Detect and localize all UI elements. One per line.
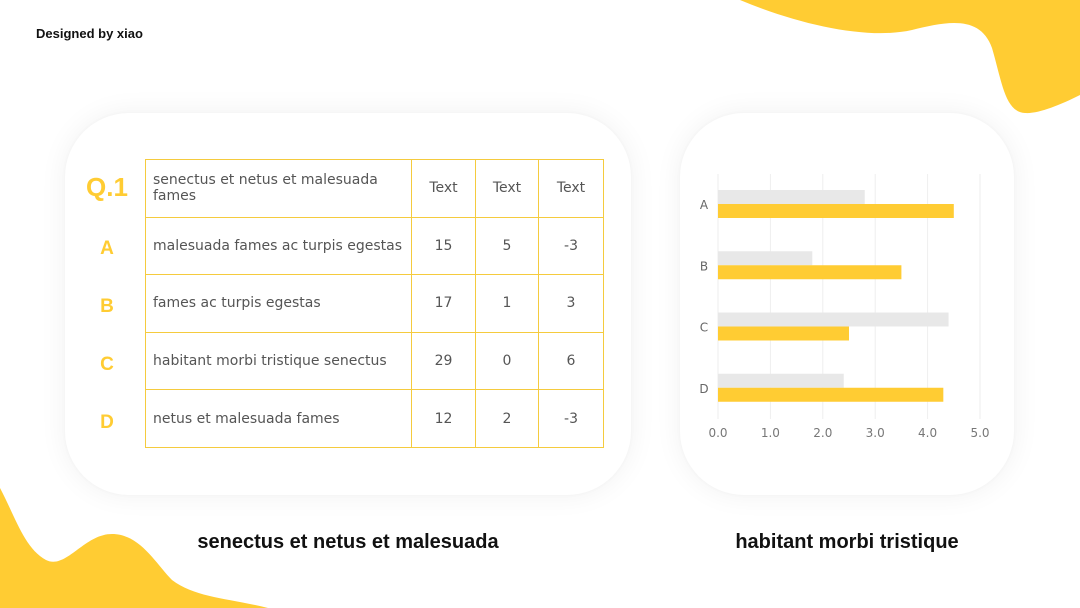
table-cell: fames ac turpis egestas — [145, 274, 412, 333]
row-label-d: D — [100, 412, 114, 433]
table-cell: -3 — [538, 389, 604, 448]
category-label: C — [700, 321, 708, 335]
table-cell: netus et malesuada fames — [145, 389, 412, 448]
table-cell: habitant morbi tristique senectus — [145, 331, 412, 391]
bar-d-series-1 — [718, 373, 844, 388]
table-row: netus et malesuada fames 12 2 -3 — [145, 389, 604, 448]
table-row: habitant morbi tristique senectus 29 0 6 — [145, 331, 604, 391]
x-tick-label: 0.0 — [708, 426, 727, 440]
header-cell: Text — [411, 159, 476, 218]
bar-c-series-2 — [718, 326, 849, 341]
row-label-a: A — [100, 238, 114, 259]
bar-a-series-2 — [718, 204, 954, 218]
header-cell: senectus et netus et malesuada fames — [145, 159, 412, 218]
table-cell: 17 — [411, 274, 476, 333]
bar-a-series-1 — [718, 190, 865, 204]
bar-c-series-1 — [718, 312, 949, 327]
table-caption: senectus et netus et malesuada — [197, 531, 499, 553]
designer-credit: Designed by xiao — [36, 26, 143, 41]
x-tick-label: 5.0 — [970, 426, 989, 440]
chart-caption: habitant morbi tristique — [735, 531, 959, 553]
x-tick-label: 2.0 — [813, 426, 832, 440]
x-tick-label: 4.0 — [918, 426, 937, 440]
bar-d-series-2 — [718, 387, 944, 402]
question-label: Q.1 — [86, 172, 128, 202]
chart-card — [680, 113, 1014, 495]
table-row: malesuada fames ac turpis egestas 15 5 -… — [145, 216, 604, 276]
table-cell: 0 — [475, 331, 539, 391]
header-cell: Text — [538, 159, 604, 218]
bar-b-series-1 — [718, 251, 813, 266]
category-label: D — [699, 382, 708, 396]
table-cell: 29 — [411, 331, 476, 391]
category-label: A — [700, 198, 709, 212]
table-cell: malesuada fames ac turpis egestas — [145, 216, 412, 276]
bar-chart: 0.0 1.0 2.0 3.0 4.0 5.0 A B C D — [699, 174, 990, 440]
bar-b-series-2 — [718, 265, 902, 280]
decorative-blob-bottom-left — [0, 488, 268, 608]
header-cell: Text — [475, 159, 539, 218]
table-cell: 5 — [475, 216, 539, 276]
table-cell: 12 — [411, 389, 476, 448]
category-label: B — [700, 259, 708, 273]
row-label-c: C — [100, 354, 114, 375]
table-cell: 1 — [475, 274, 539, 333]
decorative-blob-top-right — [740, 0, 1080, 114]
x-tick-label: 1.0 — [761, 426, 780, 440]
x-tick-label: 3.0 — [866, 426, 885, 440]
row-label-b: B — [100, 296, 114, 317]
table-row: fames ac turpis egestas 17 1 3 — [145, 274, 604, 333]
table-header-row: senectus et netus et malesuada fames Tex… — [145, 159, 604, 218]
data-table: senectus et netus et malesuada fames Tex… — [145, 159, 604, 448]
table-cell: 6 — [538, 331, 604, 391]
table-cell: 3 — [538, 274, 604, 333]
table-cell: 15 — [411, 216, 476, 276]
table-cell: 2 — [475, 389, 539, 448]
table-cell: -3 — [538, 216, 604, 276]
